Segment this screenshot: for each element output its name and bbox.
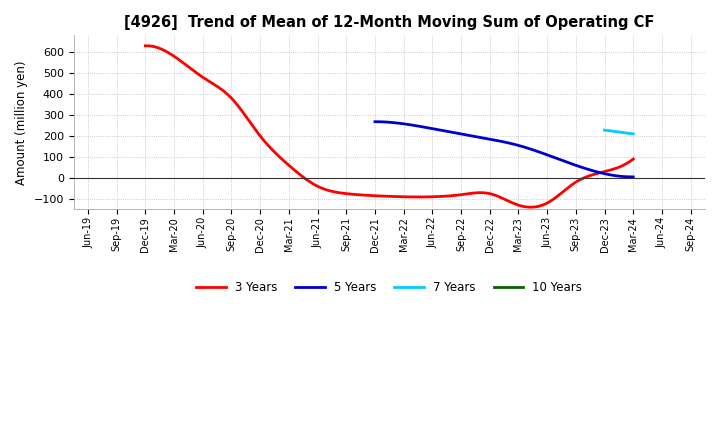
Y-axis label: Amount (million yen): Amount (million yen) (15, 60, 28, 185)
Title: [4926]  Trend of Mean of 12-Month Moving Sum of Operating CF: [4926] Trend of Mean of 12-Month Moving … (124, 15, 654, 30)
Legend: 3 Years, 5 Years, 7 Years, 10 Years: 3 Years, 5 Years, 7 Years, 10 Years (192, 277, 587, 299)
